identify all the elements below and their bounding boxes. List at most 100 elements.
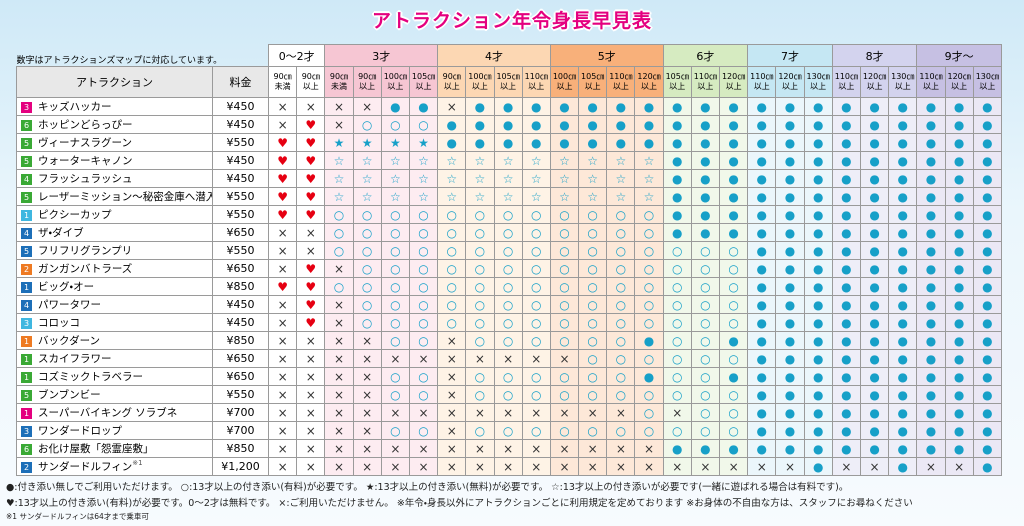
availability: ● <box>859 295 890 314</box>
legend-line: ●:付き添い無しでご利用いただけます。 ○:13才以上の付き添い(有料)が必要で… <box>6 482 849 493</box>
availability: ○ <box>465 277 495 296</box>
availability: ○ <box>690 259 721 278</box>
availability: ○ <box>606 367 636 386</box>
availability: × <box>380 457 410 476</box>
availability: ● <box>916 421 946 440</box>
height-header: 100㎝ 以上 <box>465 66 495 98</box>
availability: ○ <box>493 313 523 332</box>
availability: ● <box>662 439 692 458</box>
availability: ● <box>944 421 974 440</box>
height: 100㎝ <box>552 72 577 81</box>
availability: ○ <box>521 385 551 404</box>
availability: ● <box>606 97 636 116</box>
availability: ☆ <box>606 169 636 188</box>
age-group: 6才 <box>662 44 749 67</box>
availability: ○ <box>408 385 439 404</box>
availability: × <box>296 439 326 458</box>
availability: ☆ <box>634 169 664 188</box>
availability: ☆ <box>578 187 608 206</box>
availability: ● <box>859 367 890 386</box>
availability: ● <box>831 295 861 314</box>
height: 130㎝ <box>806 72 830 81</box>
availability: ☆ <box>380 187 410 206</box>
availability: ● <box>859 349 890 368</box>
height: 110㎝ <box>524 72 548 81</box>
condition: 以上 <box>387 82 404 91</box>
availability: ○ <box>493 259 523 278</box>
availability: ○ <box>606 421 636 440</box>
height-header: 90㎝ 未満 <box>267 66 298 98</box>
availability: ● <box>888 367 918 386</box>
height-header: 120㎝ 以上 <box>634 66 664 98</box>
availability: ○ <box>324 223 354 242</box>
availability: ● <box>662 97 692 116</box>
availability: ● <box>916 169 946 188</box>
availability: ● <box>831 187 861 206</box>
height: 120㎝ <box>862 72 887 81</box>
availability: × <box>296 403 326 422</box>
availability: ☆ <box>465 169 495 188</box>
condition: 以上 <box>697 82 714 91</box>
height-header: 100㎝ 以上 <box>380 66 410 98</box>
availability: ☆ <box>549 169 580 188</box>
availability: ● <box>803 187 833 206</box>
height-header: 110㎝ 以上 <box>690 66 721 98</box>
availability: ● <box>775 313 805 332</box>
availability: × <box>267 331 298 350</box>
availability: ☆ <box>352 151 382 170</box>
price: ¥550 <box>212 187 269 206</box>
availability: ● <box>690 115 721 134</box>
availability: × <box>747 457 777 476</box>
availability: ☆ <box>437 187 467 206</box>
height: 105㎝ <box>581 72 605 81</box>
availability: ● <box>803 457 833 476</box>
availability: ☆ <box>437 169 467 188</box>
condition: 以上 <box>894 82 911 91</box>
attraction-name: 2 ガンガンバトラーズ <box>16 259 213 278</box>
availability: ☆ <box>352 187 382 206</box>
availability: ○ <box>521 241 551 260</box>
availability: ● <box>803 277 833 296</box>
availability: ☆ <box>578 151 608 170</box>
availability: ● <box>803 349 833 368</box>
availability: ● <box>972 403 1002 422</box>
availability: × <box>324 259 354 278</box>
availability: ○ <box>437 205 467 224</box>
attraction-name: 1 ビッグ・オー <box>16 277 213 296</box>
attraction-name: 4 フラッシュラッシュ <box>16 169 213 188</box>
availability: ● <box>549 115 580 134</box>
height-header: 130㎝ 以上 <box>972 66 1002 98</box>
attraction-row: 5 ブンブンビー ¥550 × × × × ○ ○ × ○ ○ ○ ○ ○ ○ ○ ○ ○ ○ ● ● ● ● ● ● ● ● ● <box>16 385 1002 404</box>
availability: ● <box>831 223 861 242</box>
availability: ○ <box>690 241 721 260</box>
availability: ○ <box>408 421 439 440</box>
price: ¥450 <box>212 169 269 188</box>
availability: ● <box>775 205 805 224</box>
condition: 以上 <box>838 82 855 91</box>
map-number: 6 <box>21 119 32 131</box>
availability: ○ <box>662 277 692 296</box>
availability: ○ <box>549 205 580 224</box>
height-header: 90㎝ 以上 <box>296 66 326 98</box>
availability: ● <box>549 97 580 116</box>
availability: ○ <box>408 223 439 242</box>
availability: ● <box>747 187 777 206</box>
availability: ○ <box>324 277 354 296</box>
height-header: 90㎝ 以上 <box>352 66 382 98</box>
availability: ★ <box>324 133 354 152</box>
availability: ● <box>803 169 833 188</box>
price: ¥450 <box>212 151 269 170</box>
availability: ○ <box>408 259 439 278</box>
price: ¥650 <box>212 367 269 386</box>
availability: × <box>267 439 298 458</box>
attraction-name: 5 レーザーミッション〜秘密金庫へ潜入せよ!〜 <box>16 187 213 206</box>
availability: ○ <box>690 385 721 404</box>
availability: × <box>606 439 636 458</box>
availability: ● <box>888 187 918 206</box>
height-header: 120㎝ 以上 <box>775 66 805 98</box>
availability: ○ <box>662 331 692 350</box>
availability: ○ <box>549 313 580 332</box>
availability: ● <box>859 331 890 350</box>
availability: ○ <box>690 403 721 422</box>
availability: ● <box>944 151 974 170</box>
